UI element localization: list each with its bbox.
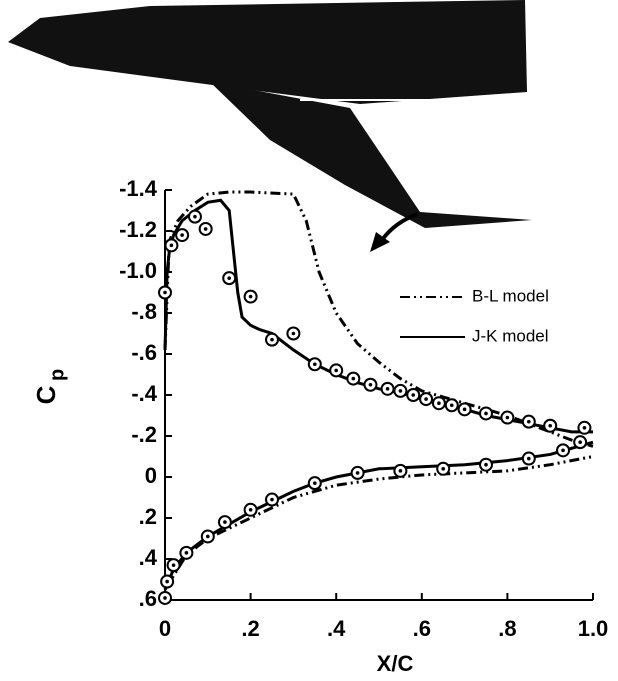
y-tick-label: .2 — [139, 504, 157, 529]
data-point-center — [171, 563, 176, 567]
data-point-center — [270, 337, 274, 342]
data-point-center — [163, 596, 167, 600]
data-point-center — [313, 362, 317, 367]
data-point-center — [223, 520, 227, 524]
data-point-center — [411, 393, 416, 397]
legend-label: J-K model — [472, 326, 549, 345]
data-point-center — [582, 426, 587, 430]
y-tick-label: -1.0 — [119, 258, 157, 283]
y-axis-label: C — [31, 385, 61, 404]
legend-label: B-L model — [472, 286, 549, 305]
y-axis-label-subscript: p — [46, 369, 68, 381]
y-tick-label: -.8 — [131, 299, 157, 324]
series-line — [163, 190, 594, 591]
x-tick-label: .8 — [498, 616, 516, 641]
x-tick-label: .6 — [413, 616, 431, 641]
data-point-center — [227, 276, 231, 280]
data-point-center — [313, 481, 317, 485]
y-axis-label-group: C p — [31, 369, 68, 405]
data-point-center — [449, 403, 454, 408]
data-point-center — [163, 290, 167, 295]
data-point-center — [398, 469, 403, 473]
data-point-center — [424, 397, 428, 401]
x-tick-label: 0 — [159, 616, 171, 641]
data-point-center — [561, 448, 565, 453]
x-tick-label: .2 — [241, 616, 259, 641]
data-point-center — [291, 331, 296, 336]
data-point-center — [368, 382, 373, 387]
data-point-center — [441, 467, 446, 471]
data-point-center — [169, 243, 174, 248]
y-tick-label: -.4 — [131, 381, 157, 406]
y-tick-label: -.2 — [131, 422, 157, 447]
x-axis-label: X/C — [377, 651, 414, 676]
y-tick-label: -1.4 — [119, 176, 158, 201]
y-tick-label: .4 — [139, 545, 158, 570]
x-tick-label: .4 — [327, 616, 346, 641]
data-point-center — [398, 389, 403, 393]
data-point-center — [484, 462, 488, 467]
y-tick-label: -.6 — [131, 340, 157, 365]
data-point-center — [578, 440, 582, 444]
data-point-center — [548, 423, 552, 428]
data-point-center — [385, 387, 390, 391]
data-point-center — [248, 508, 253, 512]
data-point-center — [527, 419, 531, 424]
data-point-center — [355, 471, 360, 475]
data-point-center — [206, 534, 210, 539]
aircraft-illustration — [8, 0, 532, 228]
y-tick-label: .6 — [139, 586, 157, 611]
data-point-center — [203, 227, 208, 231]
data-point-center — [270, 497, 274, 502]
data-point-center — [184, 551, 189, 555]
data-point-center — [165, 579, 169, 584]
x-tick-label: 1.0 — [578, 616, 609, 641]
data-point-center — [351, 376, 356, 381]
data-point-center — [527, 456, 531, 461]
data-point-center — [505, 415, 510, 420]
data-point-center — [462, 407, 467, 412]
data-point-center — [334, 368, 339, 373]
data-point-center — [248, 294, 253, 299]
series-line — [163, 198, 594, 591]
data-point-center — [180, 233, 184, 237]
pointer-arrow — [370, 212, 419, 252]
y-tick-label: -1.2 — [119, 217, 157, 242]
data-point-center — [193, 214, 197, 219]
data-point-center — [437, 401, 441, 406]
data-point-center — [484, 411, 488, 416]
y-tick-label: 0 — [145, 463, 157, 488]
